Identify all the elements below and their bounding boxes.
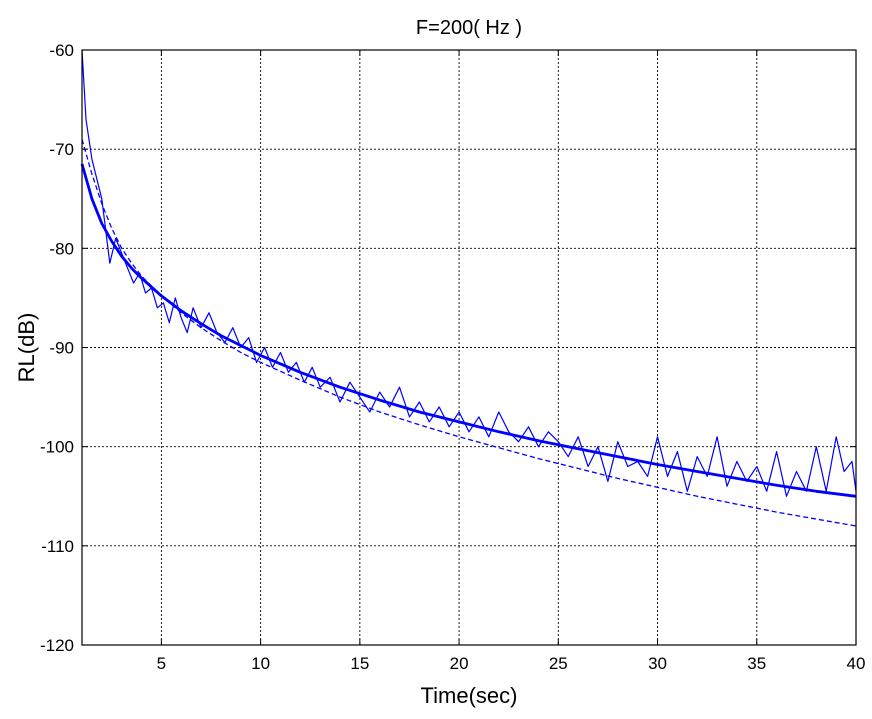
ticks: 5 10 15 20 25 30 35 40 -120 -110 -100 -90 -80 -70 -60 <box>40 41 865 673</box>
x-tick-label: 35 <box>747 654 766 673</box>
x-axis-label: Time(sec) <box>421 683 518 708</box>
x-tick-label: 15 <box>350 654 369 673</box>
chart-title: F=200( Hz ) <box>416 17 522 39</box>
series-line-2 <box>80 163 857 498</box>
y-tick-label: -80 <box>49 239 74 258</box>
y-tick-label: -90 <box>49 339 74 358</box>
y-tick-label: -70 <box>49 140 74 159</box>
y-tick-label: -60 <box>49 41 74 60</box>
y-tick-label: -100 <box>40 438 74 457</box>
x-tick-label: 25 <box>549 654 568 673</box>
y-axis-label: RL(dB) <box>14 313 39 383</box>
x-tick-label: 10 <box>251 654 270 673</box>
y-tick-label: -120 <box>40 636 74 655</box>
x-tick-label: 20 <box>450 654 469 673</box>
series-line-3 <box>81 139 857 527</box>
x-tick-label: 30 <box>648 654 667 673</box>
x-tick-label: 5 <box>157 654 166 673</box>
y-tick-label: -110 <box>41 537 74 556</box>
series-group <box>80 49 857 527</box>
x-tick-label: 40 <box>847 654 866 673</box>
